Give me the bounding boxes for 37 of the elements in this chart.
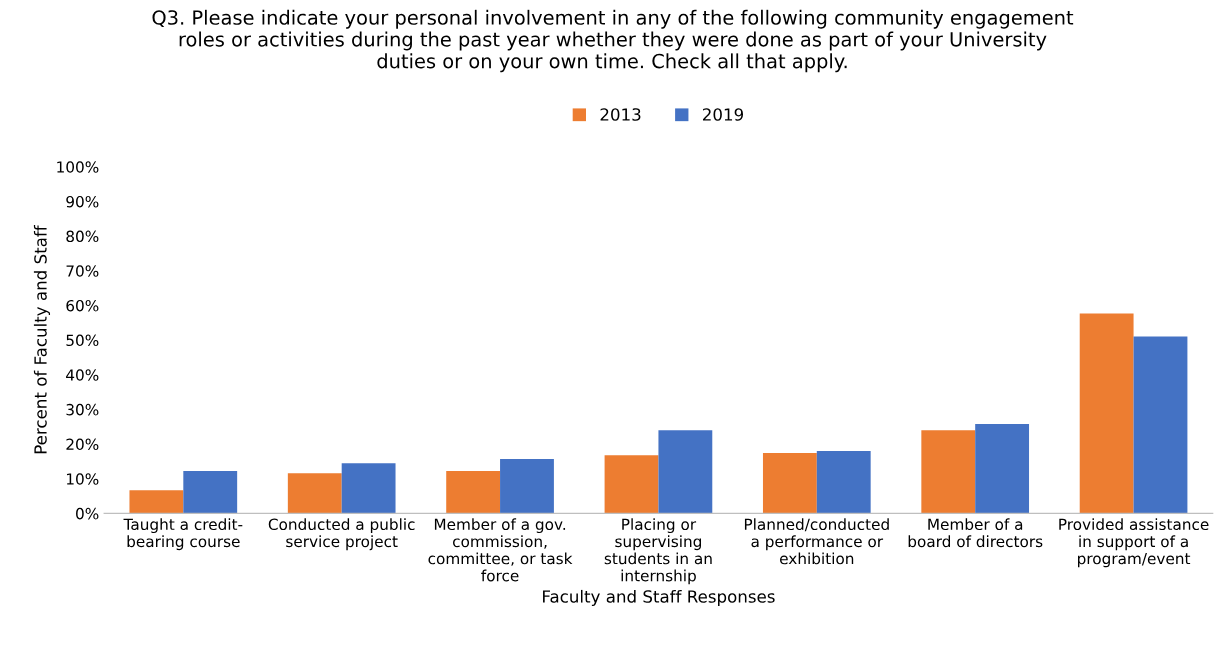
x-tick-label: Planned/conducted a performance or exhibition: [744, 518, 889, 565]
bar: [921, 430, 976, 514]
y-tick-label: 80%: [66, 230, 99, 243]
y-tick-label: 20%: [66, 438, 99, 451]
x-tick-label: Provided assistance in support of a program/event: [1059, 518, 1209, 568]
y-tick-label: 60%: [66, 299, 99, 312]
y-tick-label: 0%: [76, 507, 99, 520]
bar: [500, 458, 554, 514]
y-tick-label: 70%: [66, 265, 99, 277]
y-tick-label: 90%: [66, 195, 99, 208]
bar: [183, 471, 238, 514]
bar: [129, 490, 184, 514]
bar: [604, 455, 659, 514]
y-tick-label: 50%: [66, 334, 99, 347]
legend-label: 2019: [702, 108, 744, 121]
bar: [1079, 313, 1134, 514]
y-axis-title: Percent of Faculty and Staff: [33, 225, 51, 454]
chart-title: Q3. Please indicate your personal involvement in any of the following community engagement roles or activities during the past year whether they were done as part of your University duties or on your own time. Check all that apply.: [152, 9, 1074, 73]
bar: [816, 451, 871, 514]
y-tick-label: 100%: [57, 161, 99, 173]
bar: [658, 430, 713, 514]
y-tick-label: 30%: [66, 403, 99, 416]
bar: [1133, 336, 1188, 514]
bar: [762, 453, 817, 514]
bar: [975, 423, 1030, 514]
bar: [287, 473, 342, 514]
x-tick-label: Placing or supervising students in an internship: [604, 518, 712, 585]
bar: [341, 463, 396, 514]
y-tick-label: 10%: [66, 473, 99, 485]
x-tick-label: Conducted a public service project: [268, 518, 415, 551]
bar: [446, 471, 501, 514]
y-tick-label: 40%: [66, 369, 99, 381]
x-tick-label: Taught a credit- bearing course: [123, 518, 243, 551]
x-axis-title: Faculty and Staff Responses: [543, 589, 775, 607]
legend-label: 2013: [600, 108, 641, 121]
x-tick-label: Member of a gov. commission, committee, or task force: [428, 518, 573, 582]
x-tick-label: Member of a board of directors: [908, 518, 1043, 548]
